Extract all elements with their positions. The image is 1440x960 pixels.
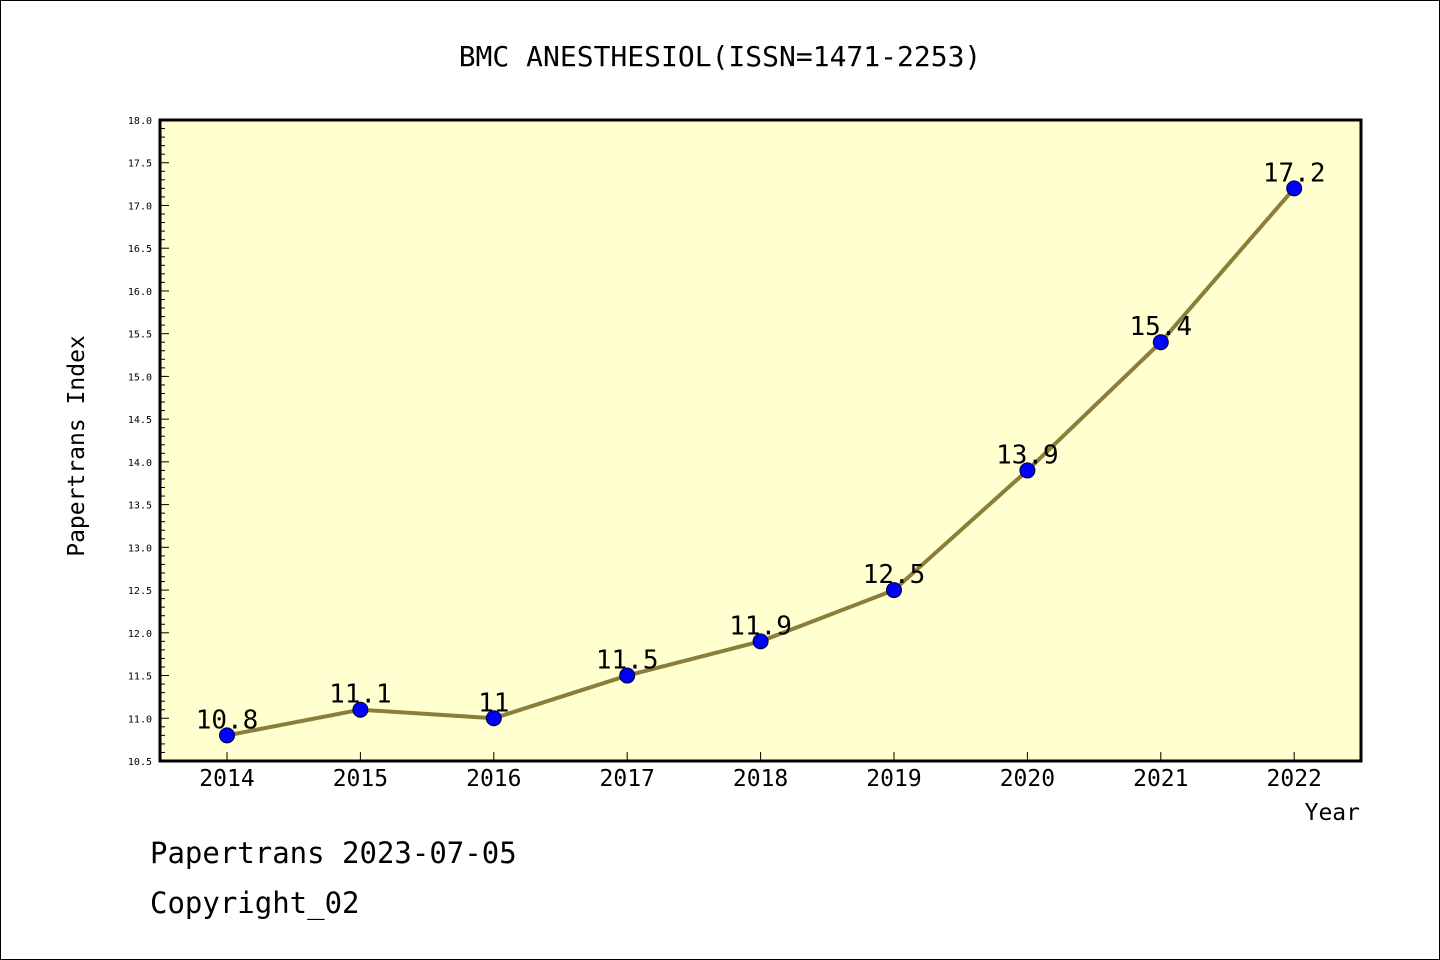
y-tick-label: 16.5 xyxy=(128,244,152,255)
data-label: 13.9 xyxy=(996,440,1059,470)
data-point xyxy=(352,701,369,718)
y-tick-label: 15.0 xyxy=(128,372,152,383)
plot-area xyxy=(158,118,1363,763)
y-tick-label: 15.5 xyxy=(128,330,152,341)
y-tick-label: 18.0 xyxy=(128,116,152,127)
x-tick-label: 2022 xyxy=(1267,766,1322,792)
data-label: 11 xyxy=(478,688,509,718)
y-tick-label: 17.5 xyxy=(128,159,152,170)
y-tick-label: 10.5 xyxy=(128,757,152,768)
x-tick-label: 2020 xyxy=(1000,766,1055,792)
y-tick-label: 13.5 xyxy=(128,501,152,512)
y-tick-label: 11.0 xyxy=(128,714,152,725)
data-point xyxy=(619,667,636,684)
x-tick-label: 2017 xyxy=(600,766,655,792)
data-point xyxy=(1286,180,1303,197)
series-layer: 10.8 11.1 11 11.5 11.9 12.5 13.9 15.4 17.2 xyxy=(196,158,1326,744)
footer-date: Papertrans 2023-07-05 xyxy=(150,836,517,870)
y-tick-label: 13.0 xyxy=(128,543,152,554)
x-axis: 2014 2015 2016 2017 2018 2019 2020 2021 2022 xyxy=(199,752,1322,792)
y-tick-label: 14.0 xyxy=(128,458,152,469)
x-tick-label: 2016 xyxy=(466,766,521,792)
x-tick-label: 2015 xyxy=(333,766,388,792)
data-label: 15.4 xyxy=(1129,312,1192,342)
data-label: 10.8 xyxy=(196,705,259,735)
data-label: 11.5 xyxy=(596,646,659,676)
y-tick-label: 12.0 xyxy=(128,629,152,640)
data-label: 11.1 xyxy=(329,680,392,710)
x-tick-label: 2019 xyxy=(866,766,921,792)
x-tick-label: 2021 xyxy=(1133,766,1188,792)
data-label: 17.2 xyxy=(1263,158,1326,188)
data-point xyxy=(219,727,235,744)
x-tick-label: 2018 xyxy=(733,766,788,792)
y-tick-label: 16.0 xyxy=(128,287,152,298)
data-label: 11.9 xyxy=(729,611,792,641)
y-tick-label: 14.5 xyxy=(128,415,152,426)
x-tick-label: 2014 xyxy=(199,766,254,792)
footer-copyright: Copyright_02 xyxy=(150,886,360,920)
data-label: 12.5 xyxy=(863,560,926,590)
data-point xyxy=(886,582,902,599)
y-tick-label: 17.0 xyxy=(128,201,152,212)
data-point xyxy=(752,633,769,650)
y-axis-label: Papertrans Index xyxy=(64,335,90,557)
y-tick-label: 11.5 xyxy=(128,672,152,683)
y-axis: 10.5 11.0 11.5 12.0 12.5 13.0 13.5 14.0 14.5 15.0… xyxy=(128,116,169,768)
chart-title: BMC ANESTHESIOL(ISSN=1471-2253) xyxy=(459,40,982,73)
data-point xyxy=(1152,334,1169,351)
data-point xyxy=(1019,462,1036,479)
x-axis-label: Year xyxy=(1305,800,1360,826)
y-tick-label: 12.5 xyxy=(128,586,152,597)
data-point xyxy=(485,710,502,727)
